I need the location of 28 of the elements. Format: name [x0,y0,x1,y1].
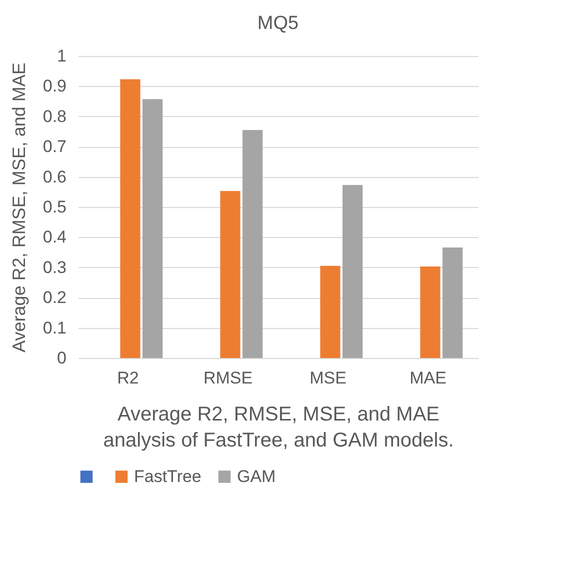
bar [420,266,440,358]
y-tick-label: 0.9 [42,76,66,96]
y-axis-title: Average R2, RMSE, MSE, and MAE [8,62,29,352]
y-tick-label: 0.7 [42,137,66,156]
y-tick-label: 0.8 [42,106,66,126]
y-tick-label: 0 [57,348,66,368]
bar [342,184,363,358]
x-axis-title: Average R2, RMSE, MSE, and MAE analysis of FastTree, and GAM models. [103,404,454,452]
legend-label: FastTree [134,466,202,486]
bar [442,247,463,358]
chart-title: MQ5 [257,13,299,34]
legend-label: GAM [237,466,276,486]
y-tick-label: 1 [57,46,66,66]
bar [242,130,263,358]
x-tick-label: MAE [410,368,446,388]
x-tick-label: RMSE [203,368,253,388]
bar [320,266,340,358]
x-tick-label: MSE [310,368,346,388]
x-tick-label: R2 [117,368,139,388]
y-tick-label: 0.5 [42,198,66,216]
y-tick-label: 0.3 [42,258,66,277]
y-tick-label: 0.1 [42,318,66,338]
y-tick-label: 0.2 [42,288,66,308]
y-tick-label: 0.4 [42,228,66,247]
y-tick-label: 0.6 [42,167,66,186]
bar [120,79,140,358]
bar [142,99,163,358]
bar [220,190,240,358]
